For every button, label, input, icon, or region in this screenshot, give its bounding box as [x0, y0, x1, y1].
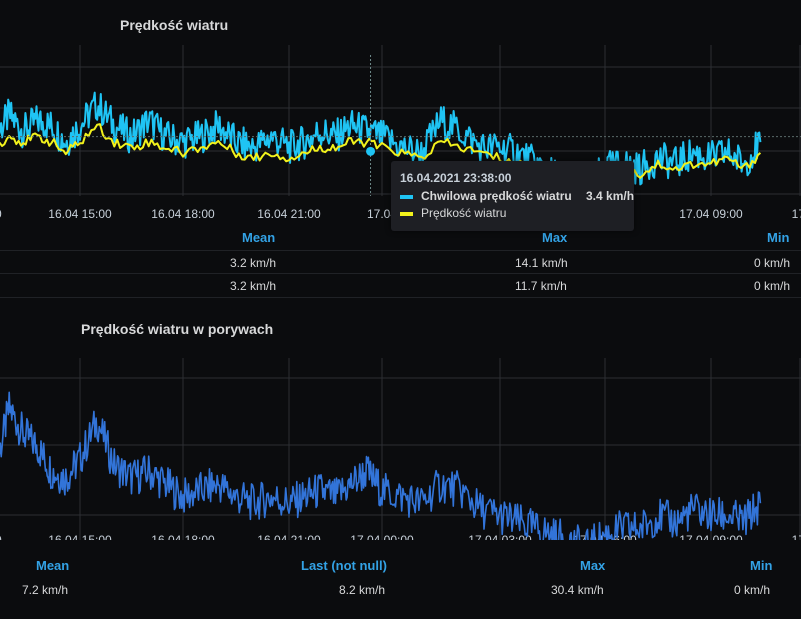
panel-title[interactable]: Prędkość wiatru w porywach: [81, 321, 274, 337]
panel-wind-gusts: Prędkość wiatru w porywach 00 16.04 15:00…: [0, 310, 801, 619]
legend-row-1-max: 14.1 km/h: [515, 256, 568, 270]
tooltip-series-value: 3.4 km/h: [586, 189, 635, 203]
legend-header-max[interactable]: Max: [580, 558, 606, 573]
legend-header-last[interactable]: Last (not null): [301, 558, 387, 573]
legend-value-min: 0 km/h: [734, 583, 771, 597]
legend-row-separator: [0, 250, 801, 251]
x-tick-label: 17.04 09:00: [679, 533, 743, 540]
tooltip-time: 16.04.2021 23:38:00: [400, 171, 512, 185]
x-tick-label: 17.04 03:00: [468, 533, 532, 540]
x-tick-label: 17.04 09:00: [679, 207, 743, 221]
x-tick-label: 17.: [792, 207, 801, 221]
panel-title[interactable]: Prędkość wiatru: [120, 17, 229, 33]
series-color-swatch: [400, 195, 413, 199]
legend-header-max[interactable]: Max: [542, 230, 568, 245]
tooltip-series-name: Chwilowa prędkość wiatru: [421, 189, 572, 203]
series-color-swatch: [400, 212, 413, 216]
legend-header-mean[interactable]: Mean: [36, 558, 70, 573]
x-tick-label: 00: [0, 207, 2, 221]
legend-row-separator: [0, 273, 801, 274]
x-tick-label: 16.04 21:00: [257, 533, 321, 540]
tooltip-row-instant: Chwilowa prędkość wiatru 3.4 km/h: [400, 189, 634, 205]
x-tick-label: 16.04 18:00: [151, 207, 215, 221]
x-tick-label: 16.04 21:00: [257, 207, 321, 221]
legend-header-min[interactable]: Min: [750, 558, 773, 573]
x-tick-label: 17.04: [367, 207, 397, 221]
legend-value-mean: 7.2 km/h: [22, 583, 69, 597]
x-tick-label: 16.04 15:00: [48, 207, 112, 221]
hover-point: [366, 146, 376, 156]
wind-gusts-chart[interactable]: 00 16.04 15:00 16.04 18:00 16.04 21:00 17.04…: [0, 350, 801, 540]
legend-row-2-mean: 3.2 km/h: [230, 279, 277, 293]
panel-wind-speed: Prędkość wiatru 00 16.04 15:00 16.04 18:00…: [0, 0, 801, 300]
legend-header-min[interactable]: Min: [767, 230, 790, 245]
legend-row-separator: [0, 297, 801, 298]
x-tick-label: 16.04 18:00: [151, 533, 215, 540]
x-tick-label: 00: [0, 533, 2, 540]
legend-row-2-min: 0 km/h: [754, 279, 791, 293]
legend-row-1-min: 0 km/h: [754, 256, 791, 270]
legend-value-max: 30.4 km/h: [551, 583, 604, 597]
legend-row-1-mean: 3.2 km/h: [230, 256, 277, 270]
series-line-0[interactable]: [0, 391, 762, 540]
x-tick-label: 17.: [792, 533, 801, 540]
chart-tooltip: 16.04.2021 23:38:00 Chwilowa prędkość wi…: [391, 161, 634, 231]
tooltip-row-average: Prędkość wiatru: [400, 206, 630, 222]
legend-value-last: 8.2 km/h: [339, 583, 386, 597]
x-tick-label: 17.04 00:00: [350, 533, 414, 540]
x-tick-label: 16.04 15:00: [48, 533, 112, 540]
legend-header-mean[interactable]: Mean: [242, 230, 276, 245]
tooltip-series-name: Prędkość wiatru: [421, 206, 507, 220]
legend-row-2-max: 11.7 km/h: [515, 279, 567, 293]
